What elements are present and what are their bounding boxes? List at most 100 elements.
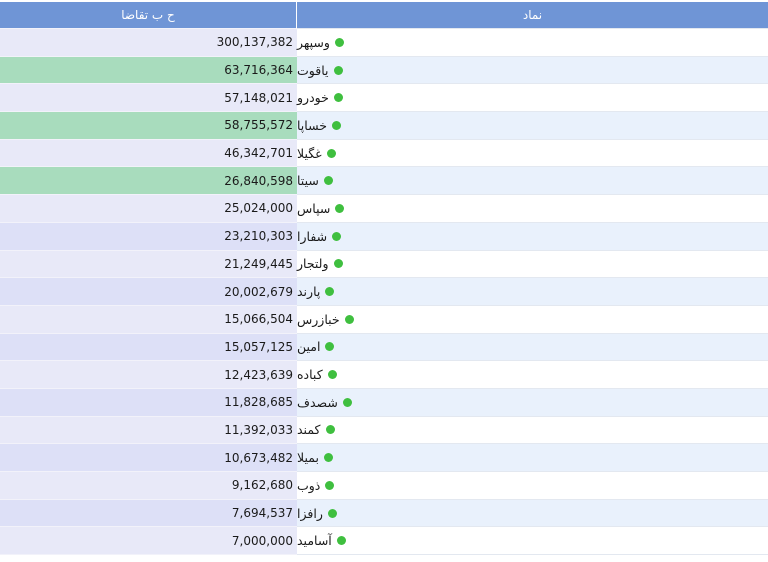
symbol-name: کمند [297, 422, 321, 438]
demand-volume-cell: 57,148,021 [0, 84, 297, 113]
demand-volume-cell: 20,002,679 [0, 278, 297, 306]
status-dot-icon [334, 37, 344, 47]
status-dot-icon [323, 453, 333, 463]
table-row[interactable]: 10,673,482 بمیلا [0, 444, 768, 472]
status-dot-icon [326, 148, 336, 158]
table-row[interactable]: 46,342,701 غگیلا [0, 139, 768, 168]
table-header: ح ب تقاضا نماد [0, 2, 768, 29]
symbol-cell[interactable]: شفارا [297, 222, 768, 251]
symbol-name: رافزا [297, 505, 323, 521]
symbol-cell[interactable]: ذوب [297, 472, 768, 500]
status-dot-icon [333, 65, 343, 75]
demand-volume-cell: 25,024,000 [0, 195, 297, 223]
table-row[interactable]: 12,423,639 کباده [0, 361, 768, 389]
symbol-name: خودرو [297, 90, 329, 106]
table-row[interactable]: 7,694,537 رافزا [0, 499, 768, 528]
symbol-name: خبازرس [297, 311, 340, 327]
table-row[interactable]: 58,755,572 خساپا [0, 112, 768, 140]
demand-volume-cell: 10,673,482 [0, 444, 297, 472]
symbol-cell[interactable]: پارند [297, 278, 768, 306]
symbol-cell[interactable]: یاقوت [297, 56, 768, 85]
symbol-cell[interactable]: خودرو [297, 84, 768, 113]
symbol-name: امین [297, 339, 321, 355]
symbol-cell[interactable]: سپاس [297, 195, 768, 223]
demand-volume-cell: 7,694,537 [0, 499, 297, 528]
symbol-cell[interactable]: کمند [297, 416, 768, 445]
symbol-name: ولتجار [297, 256, 329, 272]
table-row[interactable]: 20,002,679 پارند [0, 278, 768, 306]
table-row[interactable]: 25,024,000 سپاس [0, 195, 768, 223]
status-dot-icon [336, 536, 346, 546]
demand-volume-cell: 11,392,033 [0, 416, 297, 445]
table-row[interactable]: 21,249,445 ولتجار [0, 250, 768, 279]
symbol-cell[interactable]: خبازرس [297, 305, 768, 334]
status-dot-icon [333, 259, 343, 269]
demand-volume-cell: 15,057,125 [0, 333, 297, 362]
status-dot-icon [327, 370, 337, 380]
status-dot-icon [342, 397, 352, 407]
symbol-cell[interactable]: آسامید [297, 527, 768, 556]
demand-volume-cell: 23,210,303 [0, 222, 297, 251]
symbol-cell[interactable]: رافزا [297, 499, 768, 528]
table-row[interactable]: 15,066,504 خبازرس [0, 305, 768, 334]
symbol-name: ذوب [297, 477, 321, 493]
demand-volume-cell: 7,000,000 [0, 527, 297, 556]
status-dot-icon [325, 480, 335, 490]
symbol-cell[interactable]: سیتا [297, 167, 768, 196]
status-dot-icon [335, 203, 345, 213]
status-dot-icon [327, 508, 337, 518]
table-row[interactable]: 11,392,033 کمند [0, 416, 768, 445]
symbol-name: آسامید [297, 533, 332, 549]
symbol-name: سپاس [297, 200, 331, 216]
symbol-cell[interactable]: غگیلا [297, 139, 768, 168]
symbol-cell[interactable]: بمیلا [297, 444, 768, 472]
status-dot-icon [325, 425, 335, 435]
demand-volume-cell: 58,755,572 [0, 112, 297, 140]
table-row[interactable]: 15,057,125 امین [0, 333, 768, 362]
symbol-cell[interactable]: شصدف [297, 388, 768, 417]
table-row[interactable]: 26,840,598 سیتا [0, 167, 768, 196]
symbol-cell[interactable]: کباده [297, 361, 768, 389]
header-demand-volume[interactable]: ح ب تقاضا [0, 2, 297, 29]
table-row[interactable]: 300,137,382 وسپهر [0, 29, 768, 57]
demand-volume-cell: 12,423,639 [0, 361, 297, 389]
demand-volume-cell: 46,342,701 [0, 139, 297, 168]
demand-volume-cell: 15,066,504 [0, 305, 297, 334]
status-dot-icon [325, 342, 335, 352]
symbol-cell[interactable]: ولتجار [297, 250, 768, 279]
status-dot-icon [333, 93, 343, 103]
table-row[interactable]: 9,162,680 ذوب [0, 472, 768, 500]
status-dot-icon [331, 120, 341, 130]
table-row[interactable]: 7,000,000 آسامید [0, 527, 768, 556]
demand-volume-cell: 11,828,685 [0, 388, 297, 417]
symbol-name: وسپهر [297, 34, 330, 50]
demand-volume-cell: 9,162,680 [0, 472, 297, 500]
symbol-cell[interactable]: وسپهر [297, 29, 768, 57]
status-dot-icon [323, 176, 333, 186]
status-dot-icon [332, 231, 342, 241]
symbol-name: کباده [297, 367, 323, 383]
symbol-name: غگیلا [297, 145, 322, 161]
symbol-cell[interactable]: امین [297, 333, 768, 362]
demand-volume-cell: 300,137,382 [0, 29, 297, 57]
table-row[interactable]: 11,828,685 شصدف [0, 388, 768, 417]
symbol-name: شصدف [297, 394, 338, 410]
table-body: 300,137,382 وسپهر 63,716,364 یاقوت 57,148,02… [0, 29, 768, 556]
symbol-name: بمیلا [297, 450, 319, 466]
symbol-name: سیتا [297, 173, 319, 189]
symbol-name: شفارا [297, 228, 328, 244]
symbol-name: خساپا [297, 117, 327, 133]
demand-volume-cell: 26,840,598 [0, 167, 297, 196]
table-row[interactable]: 23,210,303 شفارا [0, 222, 768, 251]
status-dot-icon [344, 314, 354, 324]
demand-volume-cell: 63,716,364 [0, 56, 297, 85]
symbol-name: یاقوت [297, 62, 329, 78]
header-symbol[interactable]: نماد [297, 2, 768, 29]
demand-volume-cell: 21,249,445 [0, 250, 297, 279]
symbol-cell[interactable]: خساپا [297, 112, 768, 140]
status-dot-icon [325, 287, 335, 297]
table-row[interactable]: 57,148,021 خودرو [0, 84, 768, 113]
symbol-name: پارند [297, 284, 321, 300]
table-row[interactable]: 63,716,364 یاقوت [0, 56, 768, 85]
